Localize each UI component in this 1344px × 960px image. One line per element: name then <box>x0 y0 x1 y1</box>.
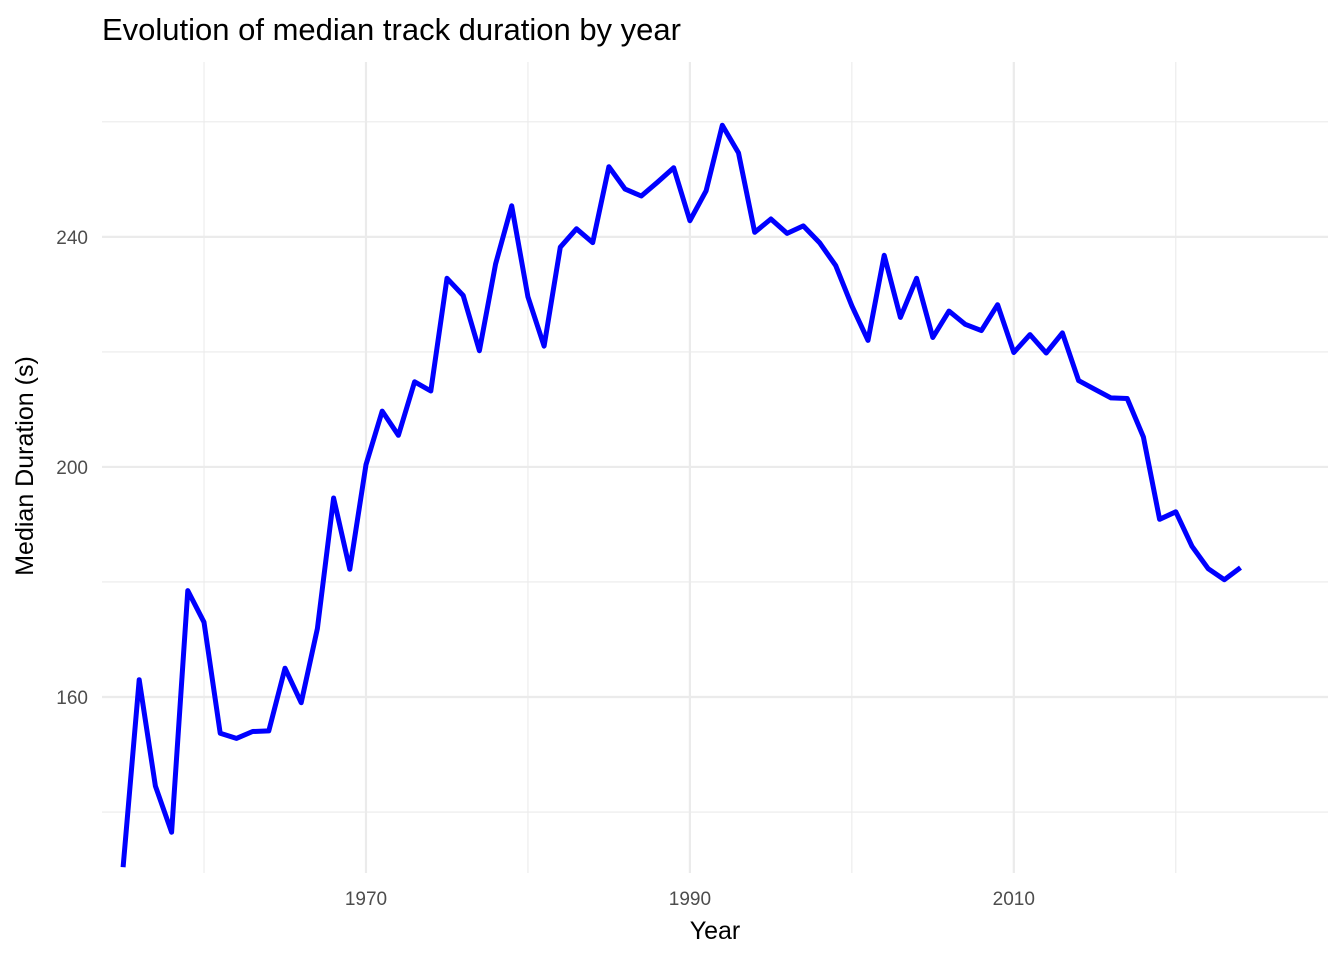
x-tick-label: 1990 <box>669 889 711 910</box>
y-tick-label: 160 <box>56 688 88 709</box>
y-axis-title: Median Duration (s) <box>11 356 39 576</box>
series-layer <box>120 122 1242 868</box>
y-tick-label: 240 <box>56 228 88 249</box>
x-axis-tick-labels: 1970 1990 2010 <box>345 889 1035 910</box>
median-duration-line <box>120 122 1242 868</box>
x-tick-label: 2010 <box>993 889 1035 910</box>
x-axis-title: Year <box>690 917 741 945</box>
y-axis-tick-labels: 160 200 240 <box>56 228 88 709</box>
x-tick-label: 1970 <box>345 889 387 910</box>
chart-title: Evolution of median track duration by ye… <box>102 12 681 47</box>
y-tick-label: 200 <box>56 458 88 479</box>
major-gridlines <box>102 62 1328 873</box>
minor-gridlines <box>102 62 1328 873</box>
